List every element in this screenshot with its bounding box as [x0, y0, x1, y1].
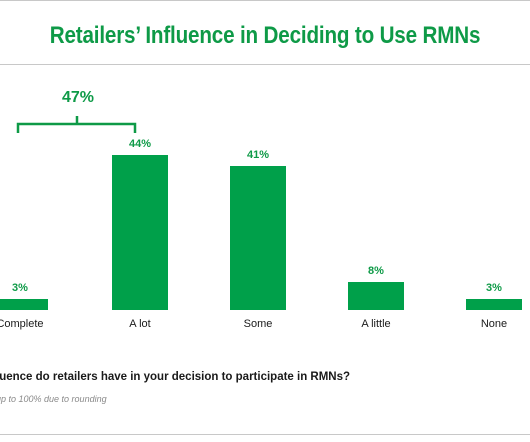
value-label: 3%: [486, 282, 502, 294]
value-label: 8%: [368, 265, 384, 277]
top-rule: [0, 0, 530, 1]
footnote: up to 100% due to rounding: [0, 394, 107, 404]
bar-a-lot: [112, 155, 168, 310]
value-label: 41%: [246, 149, 270, 161]
bar-complete: [0, 299, 48, 310]
category-label: Some: [243, 318, 273, 330]
bracket-label: 47%: [61, 89, 95, 106]
category-label: Complete: [0, 318, 44, 330]
title-divider: [0, 64, 530, 65]
bar-none: [466, 299, 522, 310]
value-label: 3%: [12, 282, 28, 294]
chart-title: Retailers’ Influence in Deciding to Use …: [49, 22, 481, 49]
bracket-line: [16, 116, 137, 133]
bar-a-little: [348, 282, 404, 310]
survey-question: luence do retailers have in your decisio…: [0, 371, 351, 383]
category-label: None: [480, 318, 508, 330]
value-label: 44%: [128, 138, 152, 150]
category-label: A lot: [129, 318, 151, 330]
category-label: A little: [361, 318, 391, 330]
bottom-rule: [0, 434, 530, 435]
bar-some: [230, 166, 286, 310]
